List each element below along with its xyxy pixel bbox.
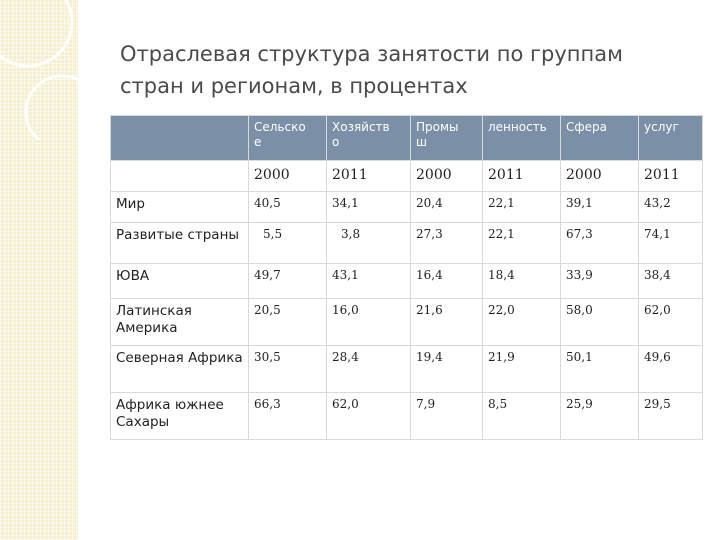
table-row: Африка южнее Сахары 66,3 62,0 7,9 8,5 25,9 29,… [110,392,703,440]
table-cell: 18,4 [482,263,561,299]
header-cell: Промы ш [410,115,483,161]
table-cell: 7,9 [410,392,483,440]
table-row: Латинская Америка 20,5 16,0 21,6 22,0 58,0 62,… [110,298,703,346]
table-cell: 38,4 [638,263,703,299]
table-cell: 49,6 [638,345,703,393]
table-cell: 16,0 [326,298,411,346]
table-cell: 3,8 [326,222,411,264]
table-row: Мир 40,5 34,1 20,4 22,1 39,1 43,2 [110,191,703,223]
year-cell: 2000 [410,160,483,192]
year-cell: 2000 [248,160,327,192]
deco-circle-small [24,74,100,140]
year-corner-cell [110,160,249,192]
table-cell: 50,1 [560,345,639,393]
decorative-side-band [0,0,78,540]
table-cell: 19,4 [410,345,483,393]
header-cell: Хозяйств о [326,115,411,161]
header-cell: Сфера [560,115,639,161]
table-cell: 39,1 [560,191,639,223]
table-cell: 22,1 [482,191,561,223]
table-cell: 21,6 [410,298,483,346]
deco-circle-large [0,0,74,68]
table-cell: 21,9 [482,345,561,393]
header-cell: услуг [638,115,703,161]
table-cell: 5,5 [248,222,327,264]
decorative-circles [0,0,100,140]
table-row: Развитые страны 5,5 3,8 27,3 22,1 67,3 74,1 [110,222,703,264]
row-label: ЮВА [110,263,249,299]
title-line-1: Отраслевая структура занятости по группа… [120,42,623,66]
table-cell: 22,1 [482,222,561,264]
table-cell: 43,2 [638,191,703,223]
table-cell: 74,1 [638,222,703,264]
employment-table: Сельско е Хозяйств о Промы ш ленность Сф… [110,115,703,440]
title-line-2: стран и регионам, в процентах [120,74,468,98]
year-cell: 2011 [326,160,411,192]
table-cell: 58,0 [560,298,639,346]
table-cell: 16,4 [410,263,483,299]
table-cell: 67,3 [560,222,639,264]
row-label: Мир [110,191,249,223]
table-cell: 33,9 [560,263,639,299]
year-cell: 2011 [482,160,561,192]
table-cell: 62,0 [638,298,703,346]
table-cell: 27,3 [410,222,483,264]
table-cell: 49,7 [248,263,327,299]
table-cell: 8,5 [482,392,561,440]
table-row: ЮВА 49,7 43,1 16,4 18,4 33,9 38,4 [110,263,703,299]
table-cell: 66,3 [248,392,327,440]
table-cell: 43,1 [326,263,411,299]
header-cell: ленность [482,115,561,161]
table-cell: 20,4 [410,191,483,223]
table-cell: 20,5 [248,298,327,346]
table-year-row: 2000 2011 2000 2011 2000 2011 [110,160,703,192]
table-cell: 62,0 [326,392,411,440]
header-corner-cell [110,115,249,161]
table-cell: 28,4 [326,345,411,393]
table-cell: 29,5 [638,392,703,440]
row-label: Латинская Америка [110,298,249,346]
year-cell: 2011 [638,160,703,192]
table-cell: 25,9 [560,392,639,440]
slide-title: Отраслевая структура занятости по группа… [120,38,700,102]
table-row: Северная Африка 30,5 28,4 19,4 21,9 50,1 49,6 [110,345,703,393]
table-cell: 40,5 [248,191,327,223]
table-cell: 34,1 [326,191,411,223]
row-label: Развитые страны [110,222,249,264]
table-header-row: Сельско е Хозяйств о Промы ш ленность Сф… [110,115,703,161]
header-cell: Сельско е [248,115,327,161]
table-cell: 30,5 [248,345,327,393]
row-label: Северная Африка [110,345,249,393]
year-cell: 2000 [560,160,639,192]
row-label: Африка южнее Сахары [110,392,249,440]
table-cell: 22,0 [482,298,561,346]
